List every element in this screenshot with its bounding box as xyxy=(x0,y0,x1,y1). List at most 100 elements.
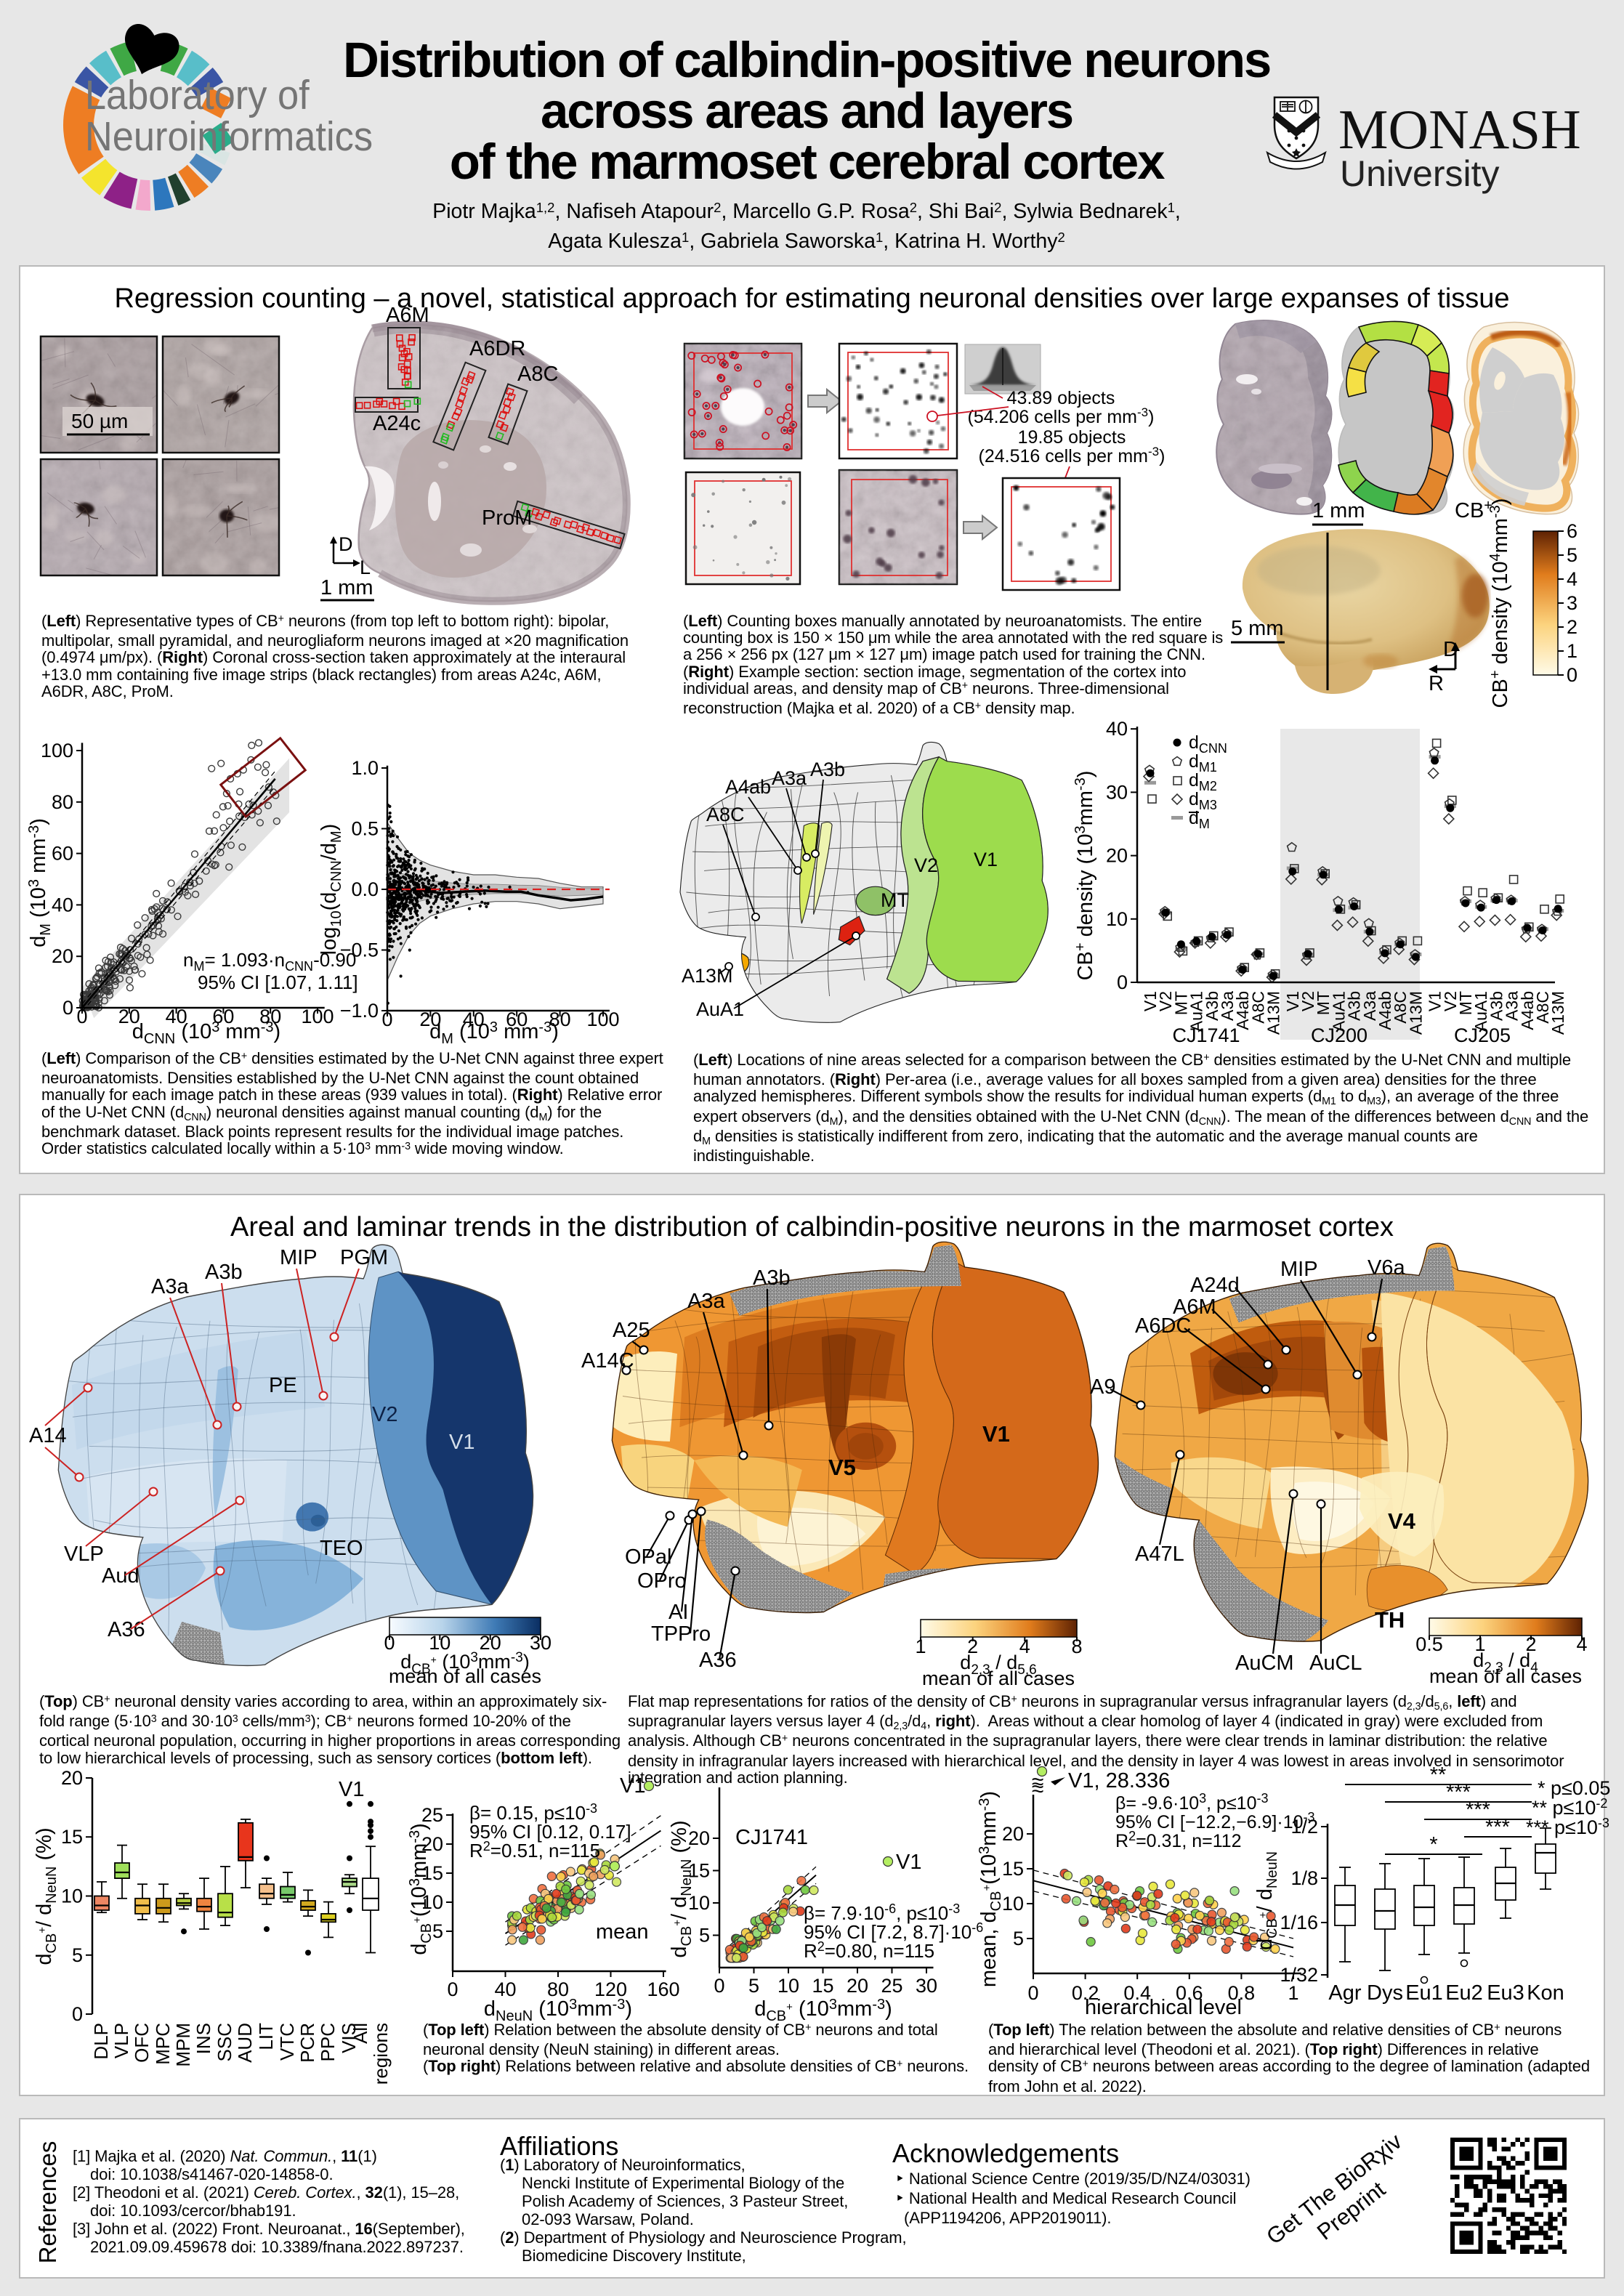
svg-text:dCB+/ dNeuN (%): dCB+/ dNeuN (%) xyxy=(668,1820,695,1957)
svg-text:V1: V1 xyxy=(339,1778,364,1801)
svg-text:PCR: PCR xyxy=(296,2023,318,2063)
svg-text:VTC: VTC xyxy=(276,2023,298,2061)
svg-text:**: ** xyxy=(1430,1763,1447,1787)
svg-text:1 mm: 1 mm xyxy=(320,576,373,599)
svg-text:Neuroinformatics: Neuroinformatics xyxy=(85,113,373,160)
svg-text:R: R xyxy=(1429,672,1444,695)
svg-text:15: 15 xyxy=(812,1975,833,1997)
svg-text:** p≤10-2: ** p≤10-2 xyxy=(1532,1796,1607,1819)
svg-text:0: 0 xyxy=(447,1978,458,2000)
svg-text:All: All xyxy=(350,2023,371,2044)
svg-text:V1: V1 xyxy=(620,1774,645,1798)
svg-text:20: 20 xyxy=(118,1006,140,1027)
svg-text:PPC: PPC xyxy=(317,2023,339,2061)
svg-text:20: 20 xyxy=(847,1975,868,1997)
svg-text:1: 1 xyxy=(1567,640,1577,662)
svg-text:1/32: 1/32 xyxy=(1280,1964,1318,1986)
svg-text:VLP: VLP xyxy=(110,2023,132,2058)
svg-text:***: *** xyxy=(1485,1816,1510,1839)
svg-text:D: D xyxy=(1443,638,1458,661)
svg-text:0: 0 xyxy=(76,1006,87,1027)
svg-text:INS: INS xyxy=(193,2023,214,2054)
svg-text:20: 20 xyxy=(688,1827,710,1849)
svg-text:20: 20 xyxy=(52,945,73,967)
svg-text:43.89 objects: 43.89 objects xyxy=(1007,388,1115,408)
svg-text:≈: ≈ xyxy=(1032,1777,1043,1801)
svg-text:40: 40 xyxy=(166,1006,187,1027)
svg-text:40: 40 xyxy=(52,894,73,915)
svg-text:0: 0 xyxy=(714,1975,724,1997)
svg-text:20: 20 xyxy=(61,1767,83,1789)
svg-text:95% CI [−12.2,−6.9]·10-3: 95% CI [−12.2,−6.9]·10-3 xyxy=(1115,1810,1315,1832)
svg-text:0: 0 xyxy=(72,2003,83,2025)
svg-text:100: 100 xyxy=(41,740,73,761)
svg-text:V1: V1 xyxy=(896,1851,921,1874)
svg-text:0: 0 xyxy=(1567,664,1577,686)
svg-text:L: L xyxy=(360,557,371,578)
svg-text:D: D xyxy=(339,533,353,555)
svg-text:80: 80 xyxy=(259,1006,281,1027)
svg-text:0: 0 xyxy=(62,997,73,1019)
svg-text:University: University xyxy=(1340,153,1499,194)
svg-text:0: 0 xyxy=(1027,1982,1038,2004)
svg-text:Kon: Kon xyxy=(1527,1981,1564,2005)
svg-text:CB+ density (104 mm-3): CB+ density (104 mm-3) xyxy=(1487,498,1512,708)
svg-text:mean: mean xyxy=(596,1920,649,1944)
svg-text:1 mm: 1 mm xyxy=(1312,499,1365,522)
svg-text:A6DR: A6DR xyxy=(469,337,525,360)
svg-text:Eu3: Eu3 xyxy=(1487,1981,1524,2005)
svg-text:R2=0.31, n=112: R2=0.31, n=112 xyxy=(1115,1829,1242,1851)
svg-text:1/16: 1/16 xyxy=(1280,1912,1318,1933)
svg-text:15: 15 xyxy=(61,1826,83,1848)
svg-text:10: 10 xyxy=(1002,1893,1024,1915)
svg-text:hierarchical level: hierarchical level xyxy=(1085,1996,1242,2019)
svg-text:160: 160 xyxy=(647,1978,679,2000)
svg-text:100: 100 xyxy=(301,1006,334,1027)
svg-text:19.85 objects: 19.85 objects xyxy=(1018,427,1126,448)
svg-text:Dys: Dys xyxy=(1367,1981,1403,2005)
svg-text:25: 25 xyxy=(421,1804,443,1826)
svg-text:1/2: 1/2 xyxy=(1290,1816,1318,1838)
svg-text:R2=0.51, n=115: R2=0.51, n=115 xyxy=(469,1839,600,1862)
svg-text:MPM: MPM xyxy=(172,2023,194,2067)
svg-text:MPC: MPC xyxy=(152,2023,174,2065)
svg-text:50 µm: 50 µm xyxy=(71,410,128,432)
svg-text:80: 80 xyxy=(52,791,73,813)
svg-text:2: 2 xyxy=(1567,616,1577,638)
svg-text:*** p≤10-3: *** p≤10-3 xyxy=(1526,1816,1609,1838)
svg-text:β= -9.6·103, p≤10-3: β= -9.6·103, p≤10-3 xyxy=(1115,1791,1269,1814)
svg-text:(24.516 cells per mm-3): (24.516 cells per mm-3) xyxy=(979,445,1166,466)
svg-text:3: 3 xyxy=(1567,592,1577,614)
svg-text:60: 60 xyxy=(212,1006,234,1027)
svg-text:Agr: Agr xyxy=(1328,1981,1361,2005)
svg-text:5: 5 xyxy=(748,1975,759,1997)
svg-text:regions: regions xyxy=(370,2023,392,2085)
svg-text:5: 5 xyxy=(72,1944,83,1966)
svg-text:AUD: AUD xyxy=(234,2023,256,2063)
svg-text:LIT: LIT xyxy=(255,2023,277,2050)
svg-text:5: 5 xyxy=(699,1925,710,1947)
svg-text:60: 60 xyxy=(52,843,73,865)
svg-text:ProM: ProM xyxy=(482,506,532,530)
svg-text:4: 4 xyxy=(1567,568,1577,590)
svg-text:SSC: SSC xyxy=(214,2023,235,2061)
svg-text:95% CI [1.07, 1.11]: 95% CI [1.07, 1.11] xyxy=(198,971,358,993)
svg-text:dCB+/ dNeuN (%): dCB+/ dNeuN (%) xyxy=(33,1827,60,1965)
svg-text:10: 10 xyxy=(777,1975,799,1997)
svg-text:20: 20 xyxy=(1002,1823,1024,1845)
svg-text:DLP: DLP xyxy=(90,2023,112,2060)
svg-text:40: 40 xyxy=(494,1978,516,2000)
svg-text:A24c: A24c xyxy=(373,412,421,435)
svg-text:Laboratory of: Laboratory of xyxy=(85,71,310,118)
svg-text:CJ1741: CJ1741 xyxy=(735,1826,808,1849)
svg-text:5 mm: 5 mm xyxy=(1231,617,1284,640)
svg-text:Eu1: Eu1 xyxy=(1405,1981,1443,2005)
svg-text:A8C: A8C xyxy=(517,363,558,386)
svg-text:A6M: A6M xyxy=(386,304,429,327)
svg-text:R2=0.80, n=115: R2=0.80, n=115 xyxy=(804,1939,934,1962)
svg-text:25: 25 xyxy=(881,1975,902,1997)
svg-text:*: * xyxy=(1429,1833,1437,1856)
svg-text:MONASH: MONASH xyxy=(1338,98,1581,161)
svg-text:(54.206 cells per mm-3): (54.206 cells per mm-3) xyxy=(968,405,1155,427)
svg-text:1/8: 1/8 xyxy=(1290,1867,1318,1889)
